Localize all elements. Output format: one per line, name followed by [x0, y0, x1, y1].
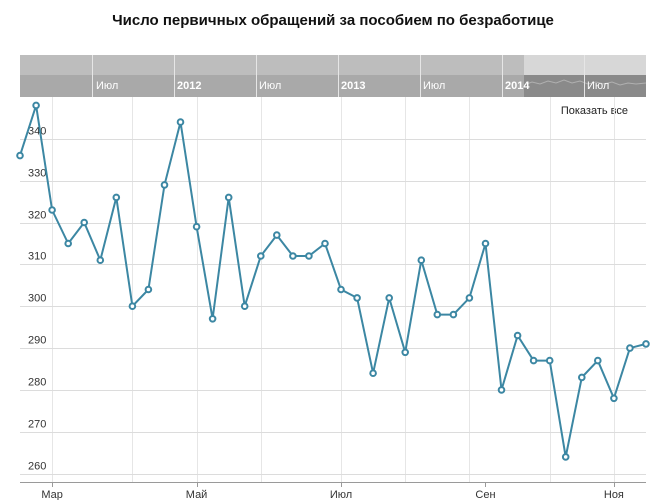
data-point [401, 348, 410, 357]
data-point [594, 356, 602, 365]
data-point [257, 252, 265, 260]
data-point [481, 239, 490, 248]
navigator-label-2012: 2012 [177, 80, 202, 92]
y-axis-tick-label: 320 [28, 210, 46, 222]
y-axis-tick-label: 290 [28, 335, 46, 347]
data-point [64, 239, 72, 248]
range-navigator[interactable]: Июл 2012 Июл 2013 Июл 2014 Июл [20, 55, 646, 97]
navigator-label-2014: 2014 [505, 80, 530, 92]
y-axis-tick-label: 310 [28, 251, 46, 263]
data-point [273, 231, 281, 239]
x-axis-tick-label: Июл [330, 489, 352, 500]
data-point [289, 252, 297, 260]
data-point [353, 294, 361, 302]
navigator-divider [584, 55, 585, 97]
data-point [321, 239, 329, 248]
data-point [337, 285, 345, 294]
show-all-button[interactable]: Показать все [560, 105, 628, 117]
data-point [176, 118, 185, 126]
navigator-label-jul: Июл [259, 80, 282, 92]
y-axis-tick-label: 280 [28, 377, 46, 389]
data-point [513, 331, 522, 340]
data-point [465, 294, 474, 302]
y-axis-tick-label: 300 [28, 293, 46, 305]
data-point [16, 151, 24, 160]
chart-title: Число первичных обращений за пособием по… [112, 12, 554, 29]
data-point [385, 294, 394, 302]
navigator-selected-window[interactable] [524, 55, 646, 97]
series-line [19, 105, 647, 458]
navigator-divider [256, 55, 257, 97]
data-point [224, 193, 233, 202]
x-axis-tick-label: Май [186, 489, 208, 500]
data-point [208, 315, 217, 323]
y-axis-tick-label: 340 [28, 126, 46, 138]
data-point [32, 101, 40, 110]
navigator-divider [502, 55, 503, 97]
navigator-divider [174, 55, 175, 97]
y-axis-tick-label: 260 [28, 461, 46, 473]
data-point [112, 193, 121, 202]
navigator-label-2013: 2013 [341, 80, 366, 92]
navigator-divider [338, 55, 339, 97]
data-point [561, 453, 570, 461]
x-axis-tick-label: Сен [475, 489, 495, 500]
data-point [48, 206, 56, 214]
data-point [610, 394, 618, 403]
x-axis-tick-label: Мар [41, 489, 63, 500]
data-point [144, 285, 153, 294]
data-point [128, 302, 137, 311]
navigator-label-jul: Июл [423, 80, 446, 92]
data-point [545, 356, 554, 365]
data-point [369, 369, 377, 378]
data-point [80, 218, 88, 227]
data-point [305, 252, 313, 260]
navigator-label-jul: Июл [96, 80, 119, 92]
navigator-window-strip [524, 75, 646, 97]
y-axis-tick-label: 270 [28, 419, 46, 431]
data-point [192, 222, 201, 231]
data-point [160, 181, 169, 189]
x-axis-tick-label: Ноя [604, 489, 624, 500]
y-axis-tick-label: 330 [28, 168, 46, 180]
data-point [240, 302, 249, 311]
navigator-divider [420, 55, 421, 97]
navigator-label-jul: Июл [587, 80, 610, 92]
data-point [626, 344, 634, 352]
data-point [449, 310, 458, 319]
data-point [417, 256, 426, 265]
navigator-divider [92, 55, 93, 97]
data-point [96, 256, 105, 265]
data-point [497, 386, 506, 394]
navigator-strip [20, 75, 646, 97]
data-point [578, 373, 586, 382]
data-point [642, 340, 650, 348]
data-point [529, 356, 538, 365]
data-point [433, 310, 442, 319]
